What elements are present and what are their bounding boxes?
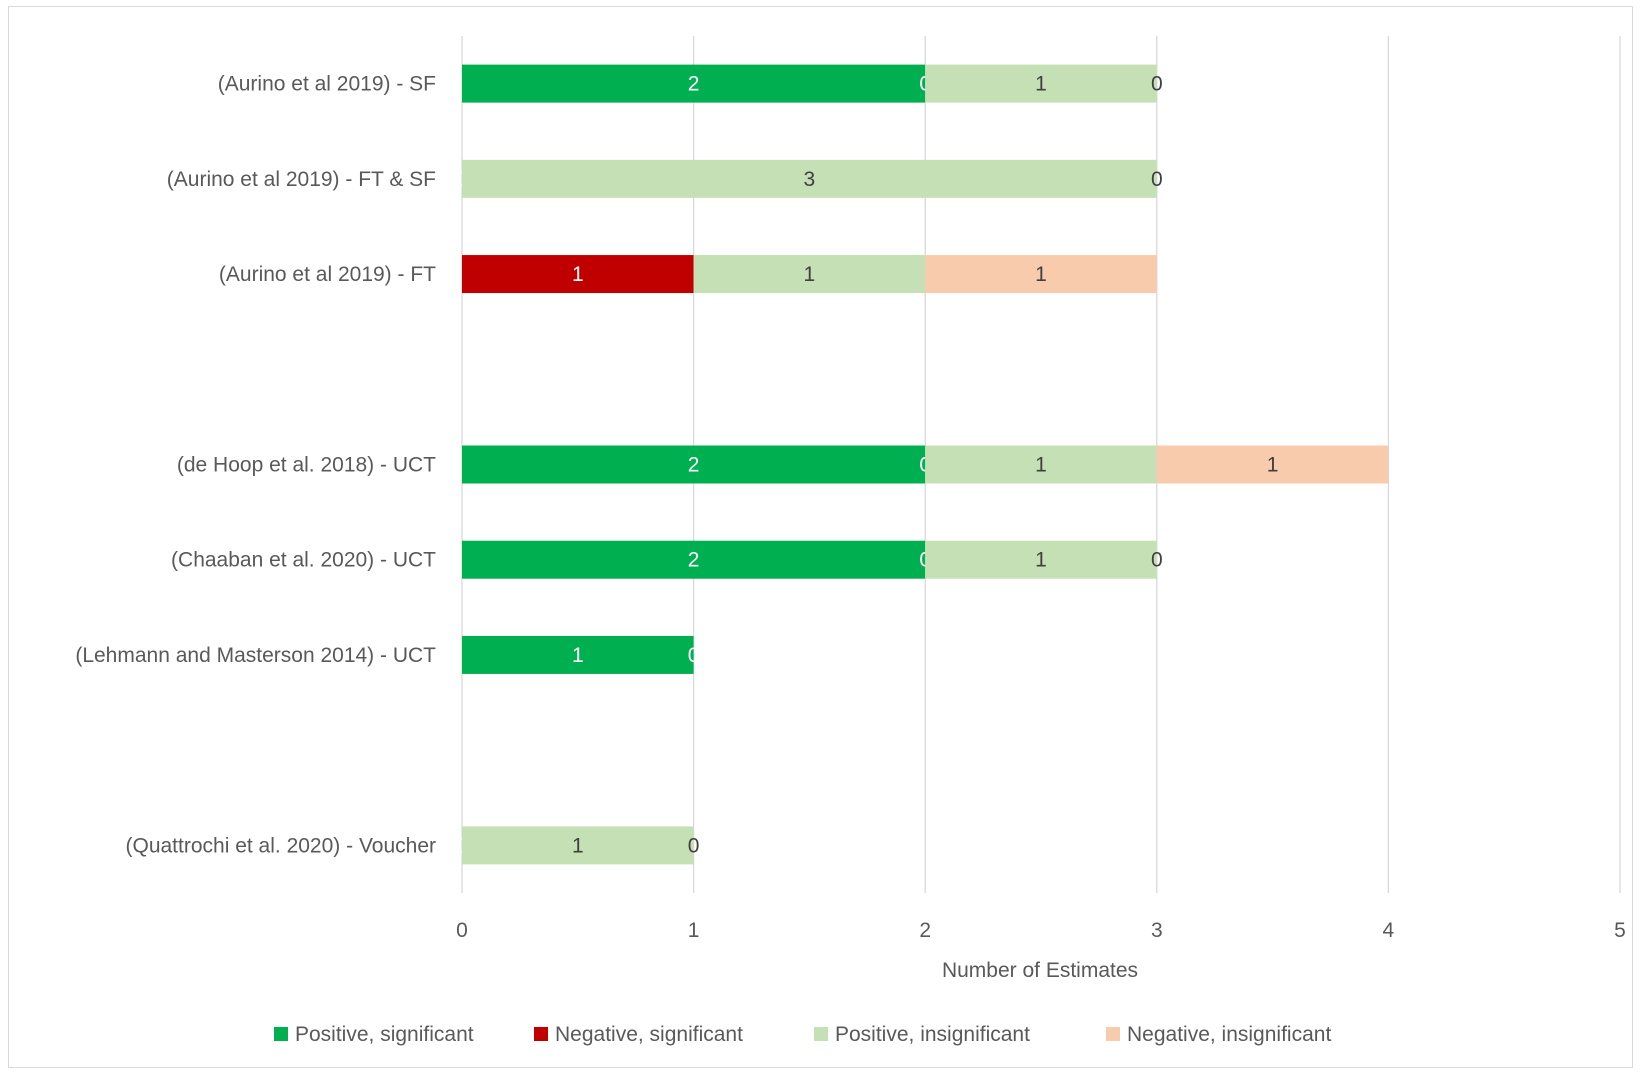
x-tick-label: 3 — [1151, 919, 1163, 942]
x-tick-label: 1 — [688, 919, 700, 942]
bar-segment — [925, 540, 1157, 579]
legend-label: Positive, insignificant — [835, 1023, 1030, 1046]
bar-segment — [1156, 445, 1389, 484]
data-label: 1 — [572, 644, 584, 667]
x-tick-label: 2 — [919, 919, 931, 942]
data-label: 0 — [1151, 168, 1163, 191]
legend: Positive, significant Negative, significa… — [274, 1023, 1331, 1046]
legend-label: Negative, insignificant — [1127, 1023, 1331, 1046]
category-label: (Aurino et al 2019) - SF — [218, 73, 436, 96]
legend-swatch — [1106, 1027, 1120, 1041]
data-label: 1 — [1267, 454, 1279, 477]
bar-segment — [925, 445, 1157, 484]
category-label: (de Hoop et al. 2018) - UCT — [177, 454, 436, 477]
bar-segment — [462, 826, 694, 865]
data-label: 2 — [688, 454, 700, 477]
data-label: 1 — [1035, 549, 1047, 572]
data-label: 3 — [804, 168, 816, 191]
data-label: 0 — [1151, 73, 1163, 96]
category-labels: (Aurino et al 2019) - SF (Aurino et al 20… — [75, 73, 436, 858]
data-label: 2 — [688, 549, 700, 572]
category-label: (Chaaban et al. 2020) - UCT — [171, 549, 436, 572]
bar-segment — [462, 159, 1157, 198]
bar-segment — [925, 64, 1157, 103]
data-label: 1 — [1035, 263, 1047, 286]
x-tick-label: 5 — [1614, 919, 1626, 942]
data-label: 0 — [688, 834, 700, 857]
data-label: 1 — [1035, 73, 1047, 96]
category-label: (Aurino et al 2019) - FT & SF — [167, 168, 436, 191]
data-label: 1 — [572, 263, 584, 286]
data-label: 0 — [1151, 549, 1163, 572]
bar-segment — [462, 635, 694, 674]
bar-segment — [462, 445, 926, 484]
x-axis-label: Number of Estimates — [942, 959, 1138, 982]
data-label: 1 — [1035, 454, 1047, 477]
x-tick-label: 4 — [1383, 919, 1395, 942]
category-label: (Aurino et al 2019) - FT — [219, 263, 436, 286]
data-label: 1 — [572, 834, 584, 857]
category-label: (Quattrochi et al. 2020) - Voucher — [126, 834, 437, 857]
category-label: (Lehmann and Masterson 2014) - UCT — [75, 644, 436, 667]
legend-label: Positive, significant — [295, 1023, 474, 1046]
bar-segment — [693, 255, 926, 294]
legend-swatch — [274, 1027, 288, 1041]
x-axis-ticks: 0 1 2 3 4 5 — [456, 919, 1626, 942]
bar-segment — [462, 64, 926, 103]
legend-label: Negative, significant — [555, 1023, 743, 1046]
bars: 20100301112011201010010 — [456, 64, 1389, 865]
bar-segment — [462, 255, 694, 294]
x-tick-label: 0 — [456, 919, 468, 942]
bar-segment — [462, 540, 926, 579]
data-label: 2 — [688, 73, 700, 96]
legend-swatch — [534, 1027, 548, 1041]
legend-swatch — [814, 1027, 828, 1041]
bar-segment — [925, 255, 1157, 294]
data-label: 1 — [804, 263, 816, 286]
data-label: 0 — [688, 644, 700, 667]
